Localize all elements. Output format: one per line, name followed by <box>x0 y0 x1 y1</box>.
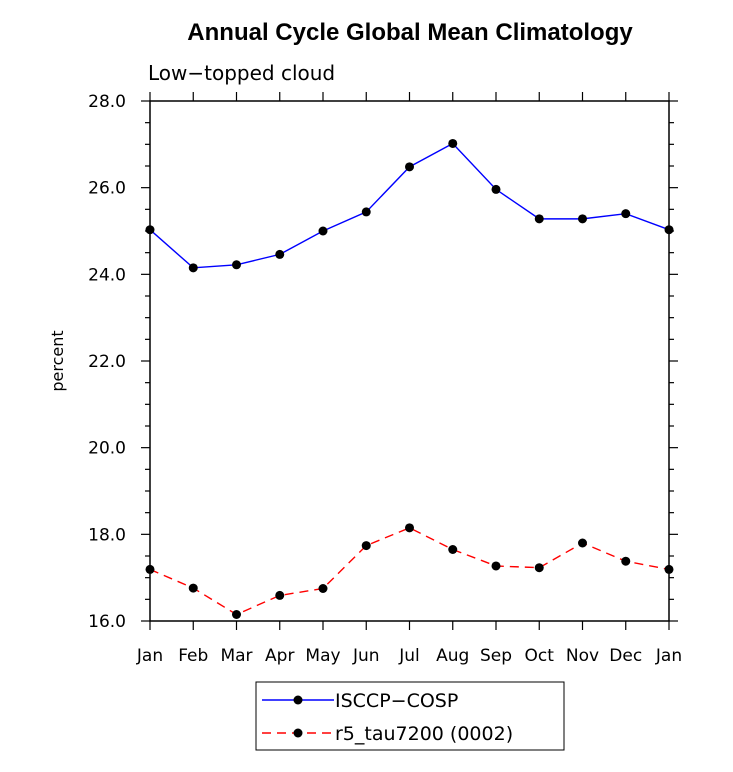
data-point <box>145 225 155 235</box>
data-point <box>491 184 501 194</box>
data-point <box>664 564 674 574</box>
data-point <box>448 545 458 554</box>
data-point <box>318 226 328 236</box>
data-point <box>448 138 458 148</box>
x-tick-label: Jan <box>655 646 682 666</box>
data-point <box>621 556 631 566</box>
legend-marker <box>293 728 303 738</box>
y-tick-label: 16.0 <box>88 612 126 632</box>
y-axis-label: percent <box>48 330 67 391</box>
x-tick-label: Jul <box>398 646 420 666</box>
y-tick-label: 24.0 <box>88 265 126 285</box>
x-tick-label: Dec <box>609 646 642 666</box>
chart-subtitle: Low−topped cloud <box>148 61 335 85</box>
data-point <box>578 214 587 224</box>
series-1 <box>145 138 674 273</box>
axis-ticks: 16.0 18.0 20.0 22.0 24.0 26.0 28.0 Jan Feb Mar Apr… <box>88 92 682 666</box>
x-tick-label: Oct <box>525 646 555 666</box>
data-point <box>664 225 674 235</box>
x-tick-label: Nov <box>566 646 599 666</box>
series-layer <box>145 138 674 619</box>
series-line <box>149 142 670 269</box>
data-point <box>405 162 414 172</box>
plot-frame <box>149 100 670 622</box>
x-tick-label: Sep <box>480 646 512 666</box>
y-tick-label: 20.0 <box>88 439 126 459</box>
data-point <box>491 561 501 571</box>
data-point <box>361 207 371 217</box>
data-point <box>232 260 241 270</box>
data-point <box>361 541 371 551</box>
chart-title: Annual Cycle Global Mean Climatology <box>187 19 633 46</box>
legend-marker <box>293 695 303 705</box>
legend-box <box>255 681 565 751</box>
data-point <box>405 523 414 533</box>
y-tick-label: 28.0 <box>88 92 126 112</box>
y-tick-label: 22.0 <box>88 352 126 372</box>
data-point <box>621 209 631 219</box>
x-tick-label: Feb <box>178 646 208 666</box>
data-point <box>318 584 328 593</box>
data-point <box>275 590 285 600</box>
series-2 <box>145 523 674 619</box>
x-tick-label: Jan <box>136 646 163 666</box>
series-line <box>149 527 670 616</box>
x-tick-label: Jun <box>352 646 380 666</box>
data-point <box>578 538 587 548</box>
y-tick-label: 18.0 <box>88 525 126 545</box>
data-point <box>534 563 544 573</box>
legend-label: ISCCP−COSP <box>335 690 458 712</box>
x-tick-label: May <box>305 646 340 666</box>
data-point <box>145 564 155 574</box>
data-point <box>534 214 544 224</box>
y-tick-label: 26.0 <box>88 179 126 199</box>
legend-label: r5_tau7200 (0002) <box>335 723 513 745</box>
x-tick-label: Mar <box>220 646 252 666</box>
x-tick-label: Apr <box>265 646 294 666</box>
data-point <box>188 263 198 273</box>
data-point <box>232 610 241 619</box>
legend: ISCCP−COSP r5_tau7200 (0002) <box>255 681 565 751</box>
data-point <box>275 249 285 259</box>
x-tick-label: Aug <box>436 646 469 666</box>
data-point <box>188 583 198 593</box>
